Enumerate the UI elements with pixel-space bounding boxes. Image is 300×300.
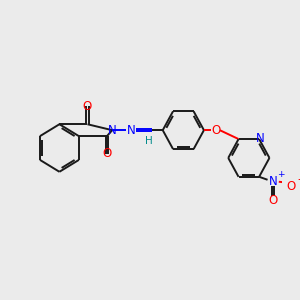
Text: N: N <box>127 124 135 137</box>
Text: +: + <box>277 170 284 179</box>
Text: N: N <box>108 124 117 137</box>
Text: N: N <box>256 132 264 145</box>
Text: N: N <box>269 175 278 188</box>
Text: O: O <box>102 148 112 160</box>
Text: -: - <box>297 173 300 186</box>
Text: H: H <box>145 136 153 146</box>
Text: O: O <box>212 124 221 137</box>
Text: O: O <box>83 100 92 113</box>
Text: O: O <box>286 180 296 193</box>
Text: O: O <box>268 194 278 207</box>
